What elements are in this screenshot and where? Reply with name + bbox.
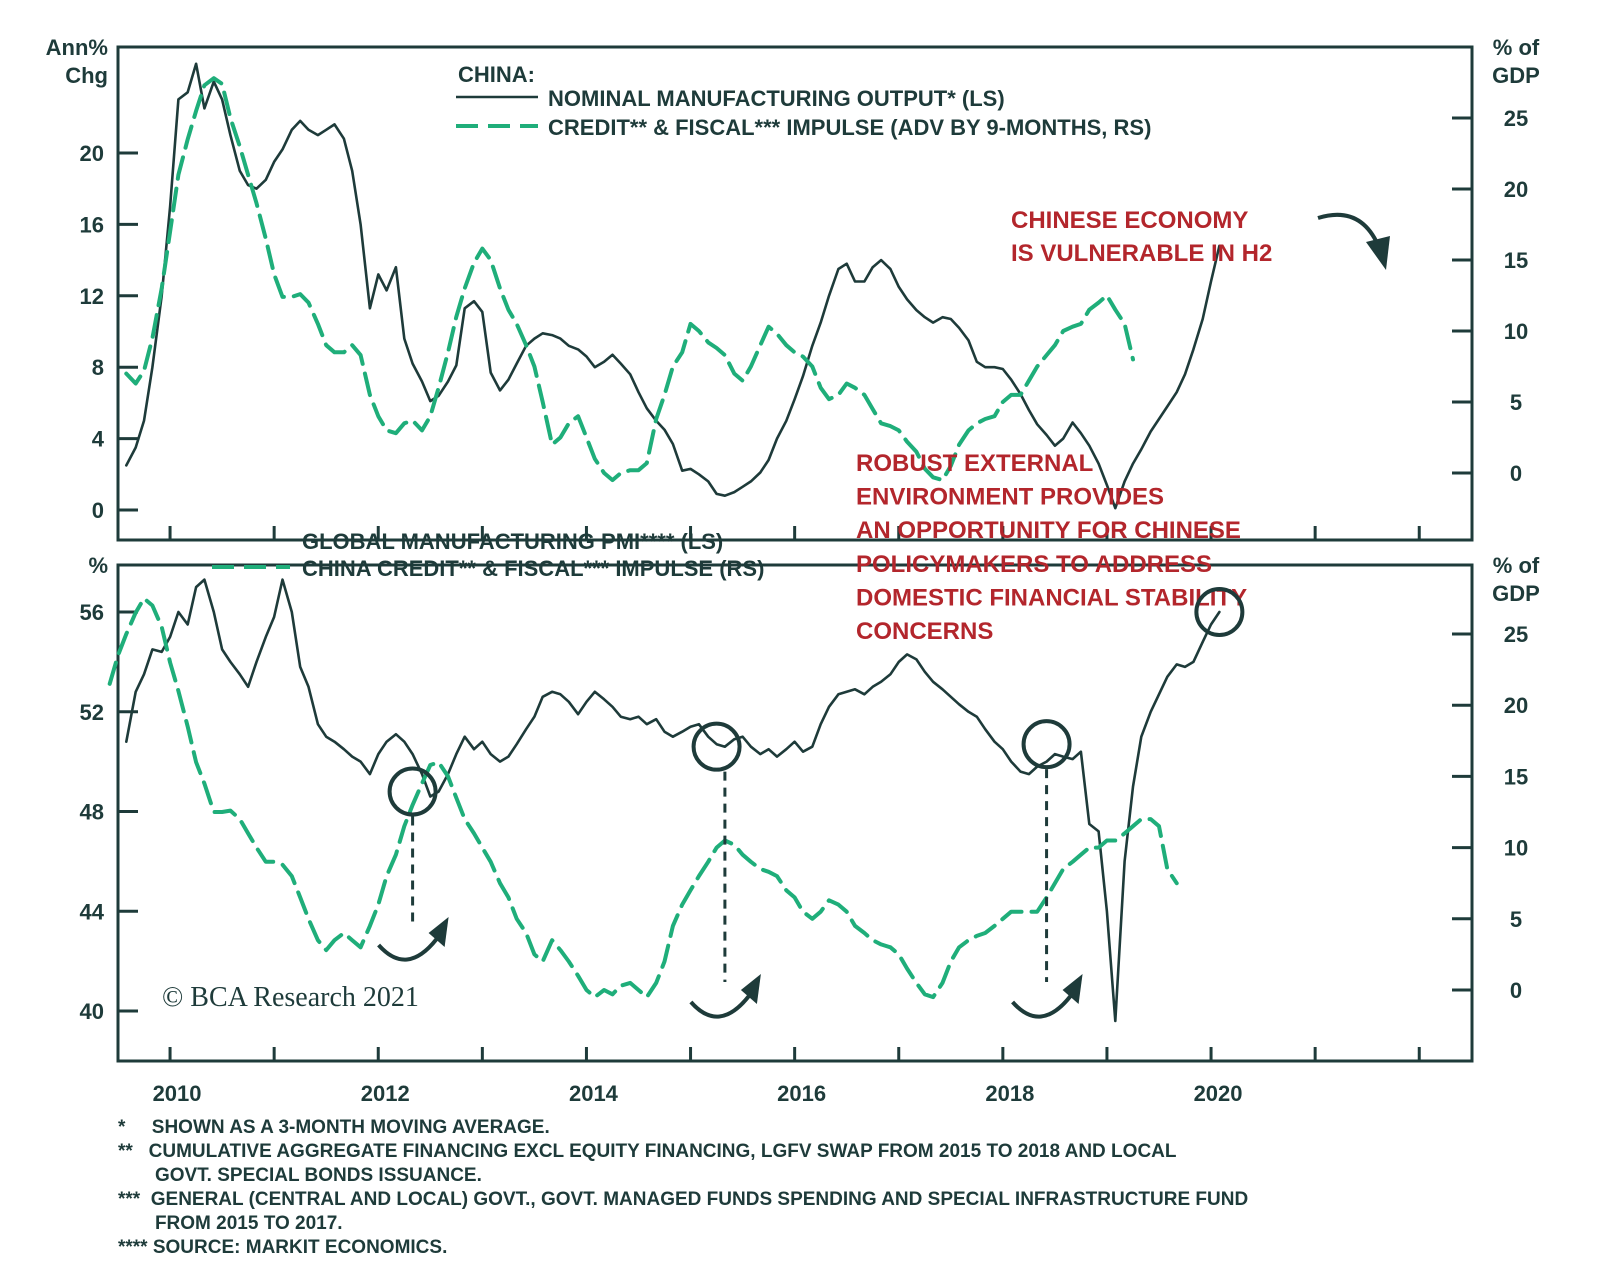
left-tick-label: 52 — [80, 700, 104, 725]
footnotes: * SHOWN AS A 3-MONTH MOVING AVERAGE. ** … — [118, 1116, 1478, 1260]
highlight-circle — [691, 721, 742, 772]
annotation-text: CHINESE ECONOMY — [1011, 207, 1248, 234]
footnote-line: GOVT. SPECIAL BONDS ISSUANCE. — [118, 1165, 482, 1186]
annotation-text: DOMESTIC FINANCIAL STABILITY — [856, 584, 1247, 611]
legend-label: CREDIT** & FISCAL*** IMPULSE (ADV BY 9-M… — [548, 115, 1151, 140]
curved-arrow — [1317, 212, 1380, 246]
left-tick-label: 4 — [92, 427, 105, 452]
right-tick-label: 5 — [1510, 907, 1522, 932]
left-tick-label: 0 — [92, 498, 104, 523]
right-tick-label: 0 — [1510, 461, 1522, 486]
annotation-text: CONCERNS — [856, 618, 993, 645]
series-line-solid — [125, 578, 1221, 1023]
left-tick-label: 48 — [80, 800, 104, 825]
footnote-line: *** GENERAL (CENTRAL AND LOCAL) GOVT., G… — [118, 1189, 1249, 1210]
curved-arrow — [1011, 994, 1073, 1019]
highlight-circle — [1021, 719, 1072, 770]
right-tick-label: 25 — [1504, 622, 1528, 647]
footnote-line: ** CUMULATIVE AGGREGATE FINANCING EXCL E… — [118, 1141, 1177, 1162]
legend-label: GLOBAL MANUFACTURING PMI**** (LS) — [302, 529, 723, 554]
brand-logo: © BCA Research 2021 — [162, 982, 419, 1013]
top-panel: 0 4 8 12 16 20 0 5 10 15 20 25 Ann% Chg % of GDP CHINA: N… — [46, 35, 1540, 542]
x-tick-label: 2010 — [153, 1081, 202, 1106]
x-tick-label: 2012 — [361, 1081, 410, 1106]
left-tick-label: 12 — [80, 284, 104, 309]
bottom-panel: 40 44 48 52 56 0 5 10 15 20 25% % of GDP 2010 2012 2014… — [80, 450, 1540, 1106]
curved-arrow — [377, 937, 439, 962]
right-tick-label: 10 — [1504, 319, 1528, 344]
right-tick-label: 5 — [1510, 390, 1522, 415]
x-tick-label: 2016 — [777, 1081, 826, 1106]
arrow-head — [428, 917, 449, 947]
legend-group-label: CHINA: — [458, 62, 535, 87]
left-tick-label: 20 — [80, 141, 104, 166]
highlight-circle — [1194, 587, 1245, 637]
right-axis-title: GDP — [1492, 63, 1540, 88]
annotation-text: AN OPPORTUNITY FOR CHINESE — [856, 517, 1241, 544]
right-tick-label: 25 — [1504, 106, 1528, 131]
series-line-dashed — [124, 76, 1135, 483]
right-tick-label: 20 — [1504, 693, 1528, 718]
arrow-head — [740, 974, 761, 1004]
annotation-text: ENVIRONMENT PROVIDES — [856, 484, 1164, 511]
left-axis-title: Ann% — [46, 35, 108, 60]
x-tick-label: 2020 — [1194, 1081, 1243, 1106]
footnote-line: * SHOWN AS A 3-MONTH MOVING AVERAGE. — [118, 1117, 550, 1138]
arrow-head — [1062, 974, 1083, 1004]
right-axis-title: GDP — [1492, 581, 1540, 606]
curved-arrow — [689, 994, 751, 1019]
series-line-dashed — [107, 596, 1179, 1000]
left-axis-title: % — [88, 553, 108, 578]
left-tick-label: 56 — [80, 600, 104, 625]
right-tick-label: 10 — [1504, 836, 1528, 861]
footnote-line: FROM 2015 TO 2017. — [118, 1213, 343, 1234]
series-line-solid — [125, 62, 1221, 510]
left-tick-label: 44 — [80, 899, 105, 924]
right-tick-label: 20 — [1504, 177, 1528, 202]
legend-label: NOMINAL MANUFACTURING OUTPUT* (LS) — [548, 86, 1005, 111]
left-tick-label: 8 — [92, 355, 104, 380]
right-axis-title: % of — [1493, 553, 1540, 578]
x-tick-label: 2018 — [985, 1081, 1034, 1106]
right-tick-label: 15 — [1504, 248, 1528, 273]
footnote-line: **** SOURCE: MARKIT ECONOMICS. — [118, 1237, 448, 1258]
highlight-circle — [387, 766, 438, 817]
right-axis-title: % of — [1493, 35, 1540, 60]
right-tick-label: 15 — [1504, 764, 1528, 789]
right-tick-label: 0 — [1510, 978, 1522, 1003]
annotation-text: IS VULNERABLE IN H2 — [1011, 240, 1272, 267]
x-tick-label: 2014 — [569, 1081, 619, 1106]
left-axis-title: Chg — [65, 63, 108, 88]
annotation-text: POLICYMAKERS TO ADDRESS — [856, 551, 1212, 578]
left-tick-label: 16 — [80, 212, 104, 237]
left-tick-label: 40 — [80, 999, 104, 1024]
arrow-head — [1366, 236, 1390, 270]
annotation-text: ROBUST EXTERNAL — [856, 450, 1093, 477]
legend-label: CHINA CREDIT** & FISCAL*** IMPULSE (RS) — [302, 556, 764, 581]
